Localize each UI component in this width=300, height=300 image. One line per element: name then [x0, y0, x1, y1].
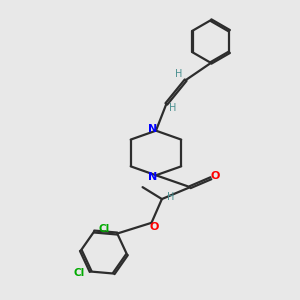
Text: H: H	[169, 103, 176, 113]
Text: H: H	[167, 192, 174, 202]
Text: O: O	[211, 171, 220, 181]
Text: N: N	[148, 172, 158, 182]
Text: Cl: Cl	[74, 268, 85, 278]
Text: N: N	[148, 124, 158, 134]
Text: O: O	[149, 222, 159, 232]
Text: H: H	[175, 69, 182, 79]
Text: Cl: Cl	[99, 224, 110, 234]
